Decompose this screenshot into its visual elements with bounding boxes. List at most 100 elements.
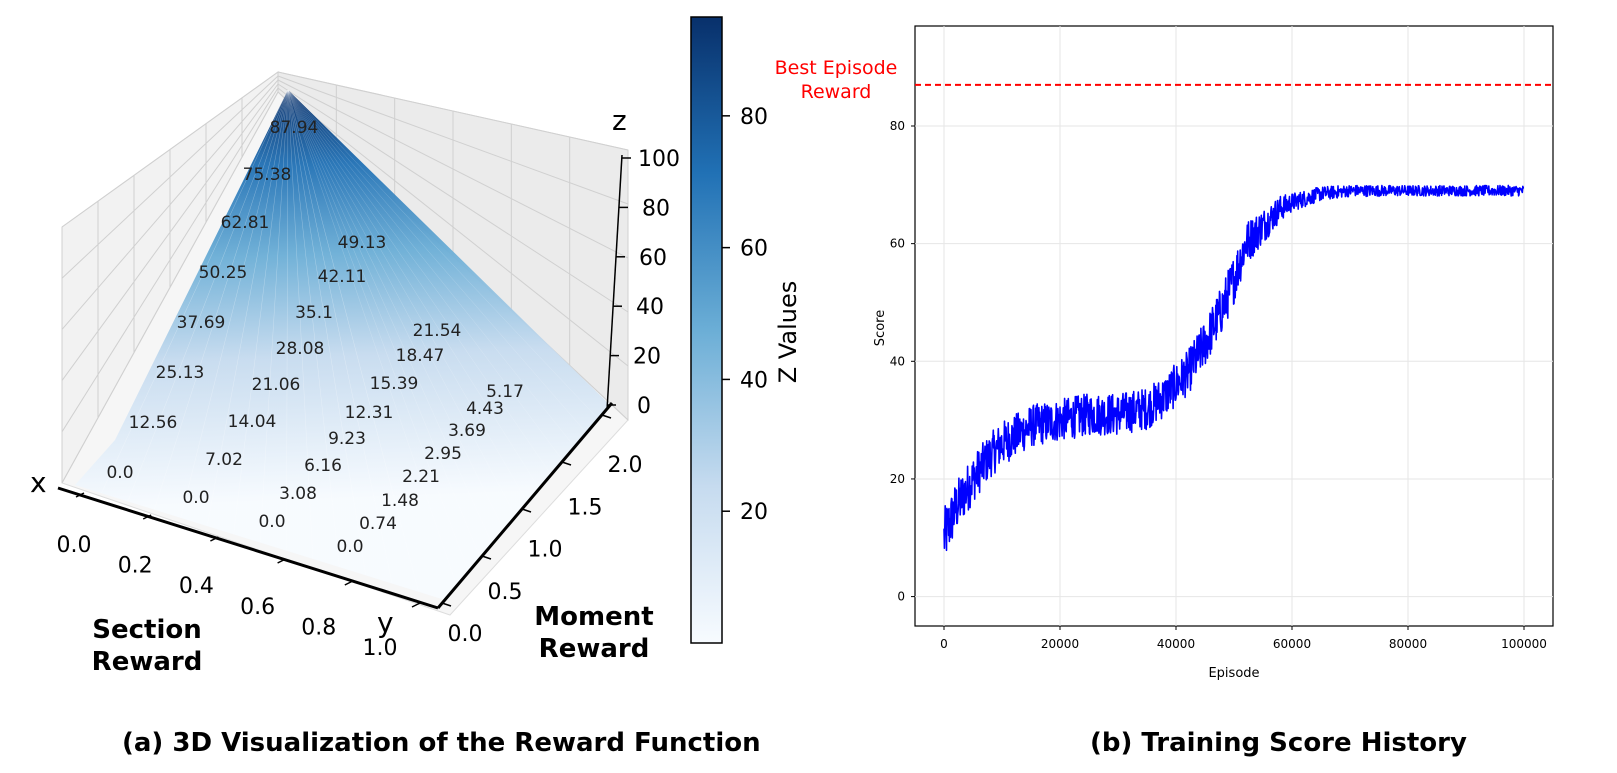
mesh-line [287,89,564,461]
label-line: Reward [539,634,650,664]
grid-line [61,91,279,484]
reward-surface [75,90,610,600]
surface-value-label: 12.56 [129,413,178,433]
surface-value-label: 7.02 [205,450,243,470]
colorbar-tick-label: 80 [740,105,768,130]
x-tick-mark [75,492,85,498]
mesh-line [101,89,289,494]
mesh-line [287,89,505,531]
z-tick-label: 100 [638,147,680,172]
surface-value-label: 0.74 [359,514,397,534]
x-tick-label: 60000 [1273,637,1311,651]
mesh-line [287,89,575,447]
z-tick-label: 80 [642,196,670,221]
surface-value-label: 0.0 [336,537,363,557]
y-tick-label: 1.5 [568,495,603,520]
grid-line [61,79,279,330]
mesh-line [287,89,457,587]
reward-surface-panel: 0.0 0.0 0.0 0.0 12.56 7.02 3.08 0.74 25.13 14.04 6… [30,16,802,677]
mesh-line [287,89,587,433]
mesh-line [287,89,393,584]
z-tick-label: 20 [633,345,661,370]
x-tick-mark [344,580,354,586]
y-tick-label: 0.0 [448,622,483,647]
colorbar [690,16,723,644]
z-axis-ticks: 0 20 40 60 80 100 [607,147,680,419]
grid-line [277,83,629,313]
y-axis-letter: y [377,606,394,639]
mesh-line [286,89,289,551]
y-tick-mark [601,414,612,419]
surface-value-label: 42.11 [318,267,367,287]
surface-value-label: 5.17 [486,382,524,402]
y-axis-ticks: 0 20 40 60 80 [890,119,915,604]
x-tick-label: 0.4 [179,574,214,599]
colorbar-tick-label: 60 [740,237,768,262]
training-score-panel: Best Episode Reward 0 20000 40000 60000 80000… [775,25,1554,681]
z-axis-letter: z [612,104,627,137]
label-line: Best Episode [775,57,898,79]
score-series-line [943,184,1525,552]
surface-value-label: 2.21 [402,467,440,487]
x-axis-letter: x [30,466,47,499]
mesh-line [287,89,314,559]
y-tick-mark [521,508,532,513]
surface-value-label: 3.08 [279,484,317,504]
z-tick-label: 0 [637,394,651,419]
surface-value-label: 87.94 [270,118,319,138]
x-axis-line [57,486,439,610]
grid-line [61,83,279,381]
x-axis-label: Section Reward [92,615,203,677]
colorbar-tick-label: 20 [740,500,768,525]
surface-value-label: 1.48 [381,491,419,511]
surface-value-label: 35.1 [295,303,333,323]
z-tick-label: 40 [636,295,664,320]
mesh-line [287,89,552,475]
y-tick-mark [441,602,452,607]
grid-line [61,87,279,433]
x-axis-label: Episode [1208,666,1259,681]
y-tick-label: 20 [890,472,905,486]
y-tick-label: 40 [890,354,905,368]
y-tick-mark [561,461,572,466]
x-tick-label: 0.6 [240,595,275,620]
surface-value-label: 2.95 [424,444,462,464]
y-tick-label: 0 [897,590,905,604]
surface-value-label: 21.06 [252,375,301,395]
surface-value-label: 21.54 [413,321,462,341]
surface-value-label: 6.16 [304,456,342,476]
mesh-line [233,89,289,535]
surface-value-label: 18.47 [396,346,445,366]
mesh-line [259,89,289,543]
x-tick-label: 40000 [1157,637,1195,651]
y-tick-label: 2.0 [608,453,643,478]
mesh-line [287,89,366,576]
z-axis-line [606,154,623,411]
x-tick-label: 80000 [1389,637,1427,651]
x-axis-ticks: 0.0 0.2 0.4 0.6 0.8 1.0 [57,492,421,661]
x-axis-ticks: 0 20000 40000 60000 80000 100000 [940,626,1547,651]
colorbar-label: Z Values [774,281,802,383]
surface-value-label: 0.0 [258,512,285,532]
y-tick-label: 80 [890,119,905,133]
mesh-line [287,89,340,568]
surface-value-label: 28.08 [276,339,325,359]
surface-value-label: 14.04 [228,412,277,432]
surface-value-label: 62.81 [221,213,270,233]
y-tick-label: 0.5 [488,580,523,605]
mesh-line [154,89,289,510]
mesh-line [287,89,599,420]
grid-line [61,75,279,279]
grid-line [277,75,629,205]
label-line: Reward [801,81,872,103]
x-tick-label: 100000 [1501,637,1547,651]
gridlines [915,26,1553,626]
y-axis-label: Moment Reward [534,602,653,664]
surface-value-label: 37.69 [177,313,226,333]
x-tick-mark [210,536,219,542]
mesh-line [287,89,528,503]
label-line: Section [92,615,201,645]
label-line: Reward [92,647,203,677]
label-line: Moment [534,602,653,632]
mesh-line [127,89,289,502]
